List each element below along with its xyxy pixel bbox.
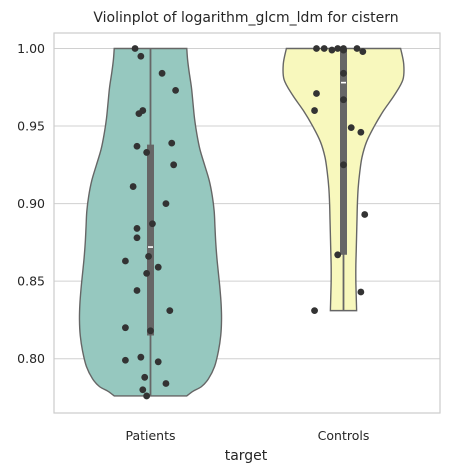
data-point	[158, 69, 166, 77]
data-point	[129, 183, 137, 190]
data-point	[328, 46, 336, 54]
data-point	[334, 45, 342, 52]
data-point	[361, 211, 369, 218]
y-tick-labels: 0.80 0.85 0.90 0.95 1.00	[17, 41, 45, 366]
data-point	[135, 110, 143, 118]
y-tick-label: 0.80	[17, 351, 45, 366]
data-point	[141, 373, 149, 381]
data-point	[139, 386, 147, 394]
data-point	[340, 161, 347, 169]
y-tick-label: 0.85	[17, 274, 45, 289]
plot-frame	[53, 32, 441, 414]
data-point	[122, 356, 129, 364]
data-point	[133, 287, 141, 294]
data-point	[334, 251, 342, 259]
data-point	[143, 149, 151, 156]
data-point	[340, 46, 347, 54]
data-point	[137, 52, 145, 60]
data-point	[133, 142, 141, 150]
data-point	[170, 161, 178, 169]
data-point	[145, 252, 152, 260]
data-point	[154, 263, 162, 271]
y-tick-label: 0.95	[17, 119, 45, 134]
chart-title: Violinplot of logarithm_glcm_ldm for cis…	[93, 10, 398, 26]
data-point	[172, 86, 179, 94]
data-point	[137, 353, 145, 361]
strip-points	[122, 45, 369, 400]
data-point	[353, 45, 361, 52]
data-point	[340, 69, 347, 77]
data-point	[313, 45, 320, 52]
data-point	[313, 90, 320, 97]
x-tick-labels: Patients Controls	[125, 428, 369, 443]
data-point	[340, 96, 347, 104]
data-point	[122, 257, 129, 265]
data-point	[320, 45, 328, 52]
data-point	[162, 200, 170, 208]
x-axis-label: target	[225, 448, 268, 464]
x-tick-label: Patients	[125, 428, 175, 443]
data-point	[357, 288, 365, 296]
data-point	[131, 45, 139, 52]
data-point	[143, 392, 151, 400]
y-tick-label: 1.00	[17, 41, 45, 56]
data-point	[133, 225, 141, 232]
data-point	[143, 270, 151, 277]
data-point	[166, 307, 174, 315]
data-point	[122, 324, 129, 332]
data-point	[133, 234, 141, 242]
data-point	[311, 107, 318, 114]
data-point	[149, 220, 156, 228]
y-tick-label: 0.90	[17, 196, 45, 211]
data-point	[147, 327, 154, 335]
data-point	[347, 124, 355, 132]
data-point	[162, 380, 170, 387]
data-point	[357, 128, 365, 136]
data-point	[359, 48, 367, 56]
x-tick-label: Controls	[318, 428, 370, 443]
data-point	[154, 358, 162, 366]
data-point	[311, 307, 318, 315]
data-point	[168, 139, 176, 147]
